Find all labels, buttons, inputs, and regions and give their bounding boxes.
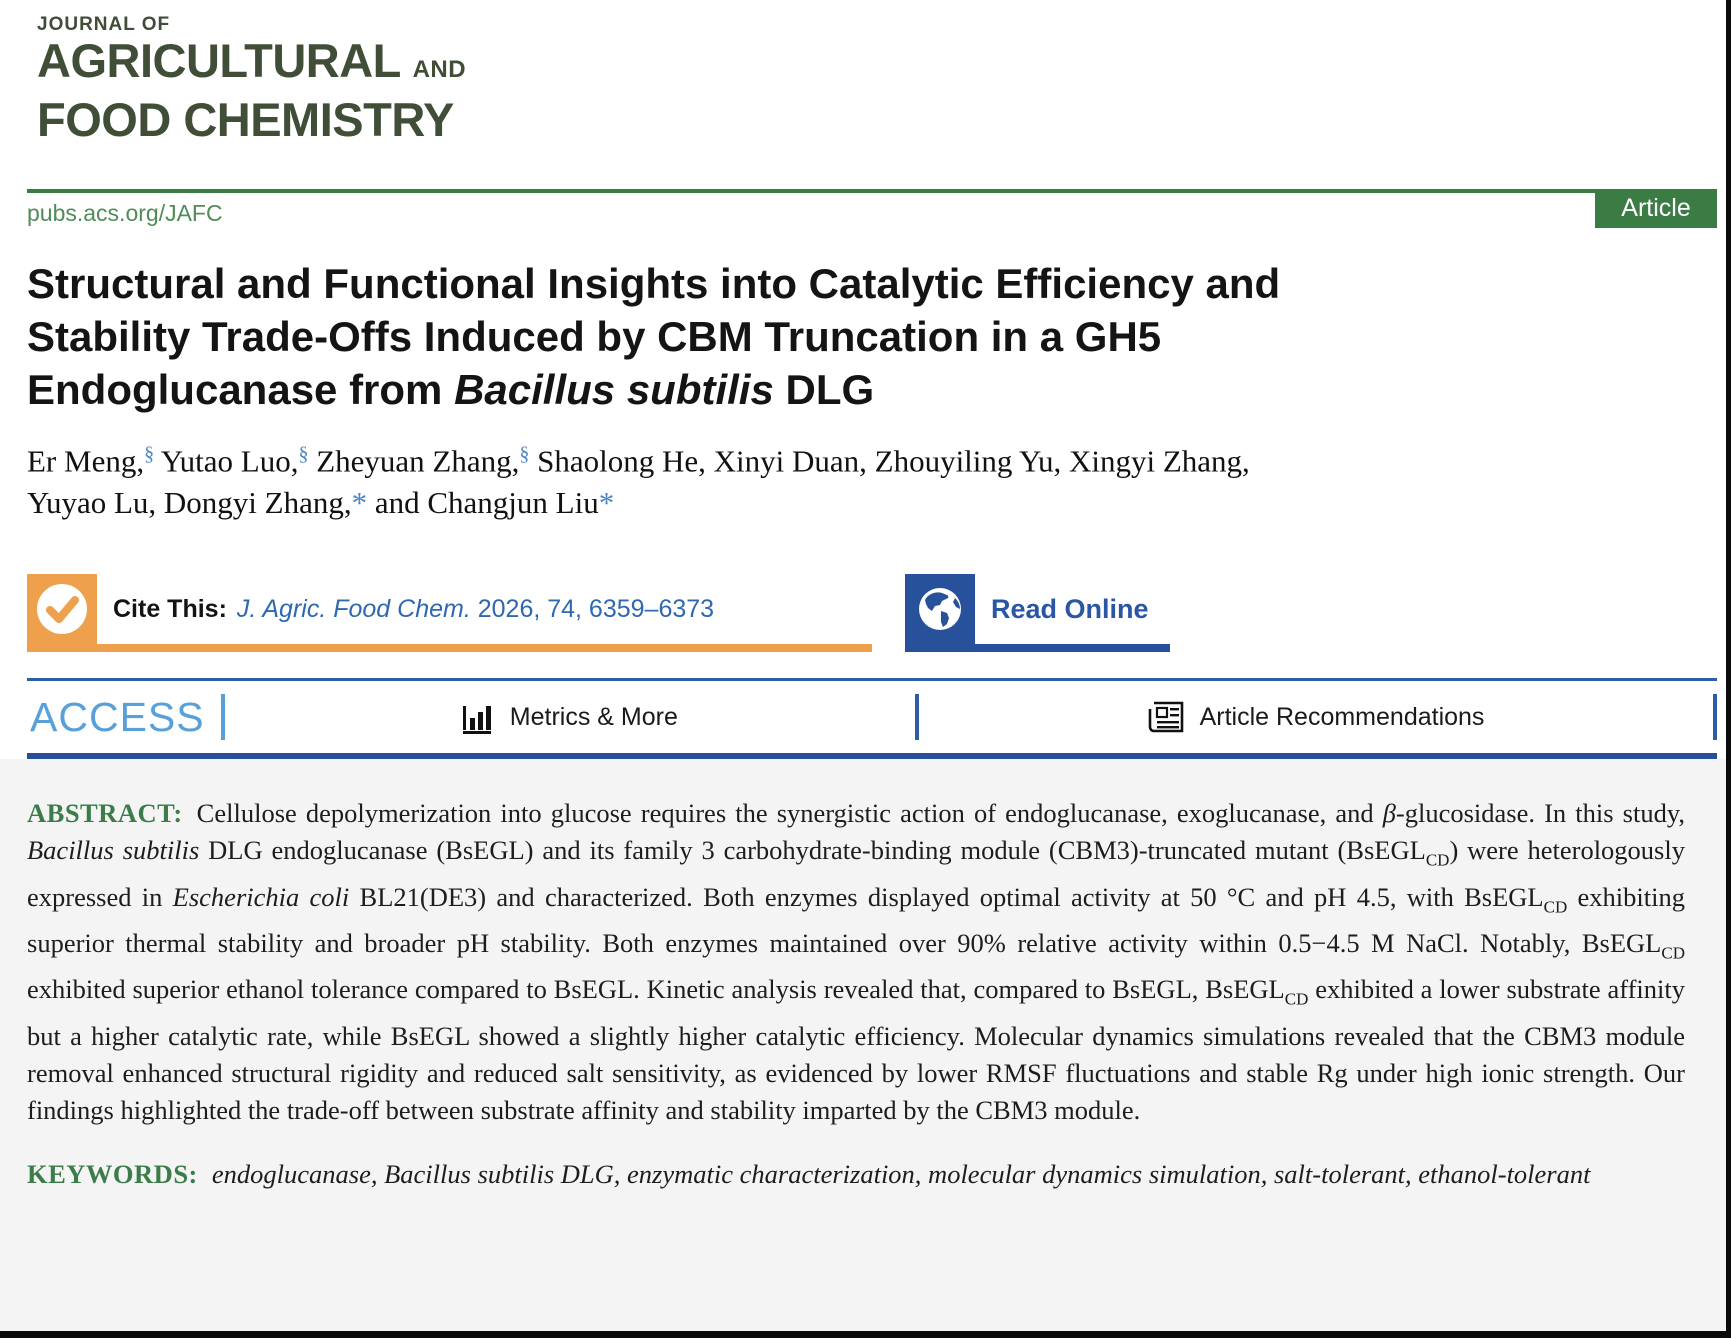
green-rule xyxy=(27,189,1717,193)
cite-this-label: Cite This: xyxy=(113,594,227,623)
journal-logo-line1: JOURNAL OF xyxy=(37,14,171,35)
read-online-button[interactable]: Read Online xyxy=(905,574,1170,653)
globe-icon xyxy=(905,574,975,645)
journal-logo-agricultural: AGRICULTURAL xyxy=(37,34,401,87)
access-bar: ACCESS Metrics & More xyxy=(27,678,1717,760)
cite-volume-pages: 2026, 74, 6359–6373 xyxy=(470,594,715,623)
journal-url-link[interactable]: pubs.acs.org/JAFC xyxy=(27,200,223,226)
journal-logo-line3: FOOD CHEMISTRY xyxy=(37,93,454,146)
cite-reference-link[interactable]: J. Agric. Food Chem. 2026, 74, 6359–6373 xyxy=(237,595,714,624)
journal-logo: JOURNAL OF AGRICULTURAL AND FOOD CHEMIST… xyxy=(0,0,1726,145)
access-bottom-rule xyxy=(27,753,1717,760)
abstract-text: Cellulose depolymerization into glucose … xyxy=(27,798,1686,1125)
recommendations-label: Article Recommendations xyxy=(1199,702,1485,731)
cite-this-bar: Cite This: J. Agric. Food Chem. 2026, 74… xyxy=(27,574,872,653)
abstract-label: ABSTRACT: xyxy=(27,798,183,829)
abstract-section: ABSTRACT: Cellulose depolymerization into… xyxy=(0,759,1726,1331)
metrics-and-more-link[interactable]: Metrics & More xyxy=(225,700,915,735)
divider xyxy=(1713,694,1717,741)
keywords-paragraph: KEYWORDS: endoglucanase, Bacillus subtili… xyxy=(27,1156,1685,1193)
divider xyxy=(915,694,920,741)
author-list: Er Meng,§ Yutao Luo,§ Zheyuan Zhang,§ Sh… xyxy=(27,443,1250,521)
check-icon xyxy=(27,574,97,645)
journal-logo-line2: AGRICULTURAL AND xyxy=(37,36,1726,95)
read-online-label: Read Online xyxy=(991,593,1149,624)
newspaper-icon xyxy=(1148,702,1183,733)
access-link[interactable]: ACCESS xyxy=(30,693,205,740)
divider xyxy=(220,694,225,741)
citation-row: Cite This: J. Agric. Food Chem. 2026, 74… xyxy=(27,574,1699,653)
keywords-text: endoglucanase, Bacillus subtilis DLG, en… xyxy=(211,1158,1591,1189)
keywords-label: KEYWORDS: xyxy=(27,1158,198,1189)
abstract-paragraph: ABSTRACT: Cellulose depolymerization into… xyxy=(27,795,1685,1128)
bar-chart-icon xyxy=(462,706,491,735)
metrics-label: Metrics & More xyxy=(509,702,678,731)
article-type-badge: Article xyxy=(1595,189,1717,228)
article-title: Structural and Functional Insights into … xyxy=(27,260,1281,413)
article-recommendations-link[interactable]: Article Recommendations xyxy=(919,701,1713,733)
access-row: ACCESS Metrics & More xyxy=(27,681,1717,753)
masthead-rule-row: pubs.acs.org/JAFC Article xyxy=(27,189,1717,228)
journal-logo-and: AND xyxy=(412,56,467,83)
access-top-rule xyxy=(27,678,1717,682)
cite-journal-abbrev: J. Agric. Food Chem. xyxy=(236,594,471,623)
cite-this-text: Cite This: J. Agric. Food Chem. 2026, 74… xyxy=(113,574,714,644)
